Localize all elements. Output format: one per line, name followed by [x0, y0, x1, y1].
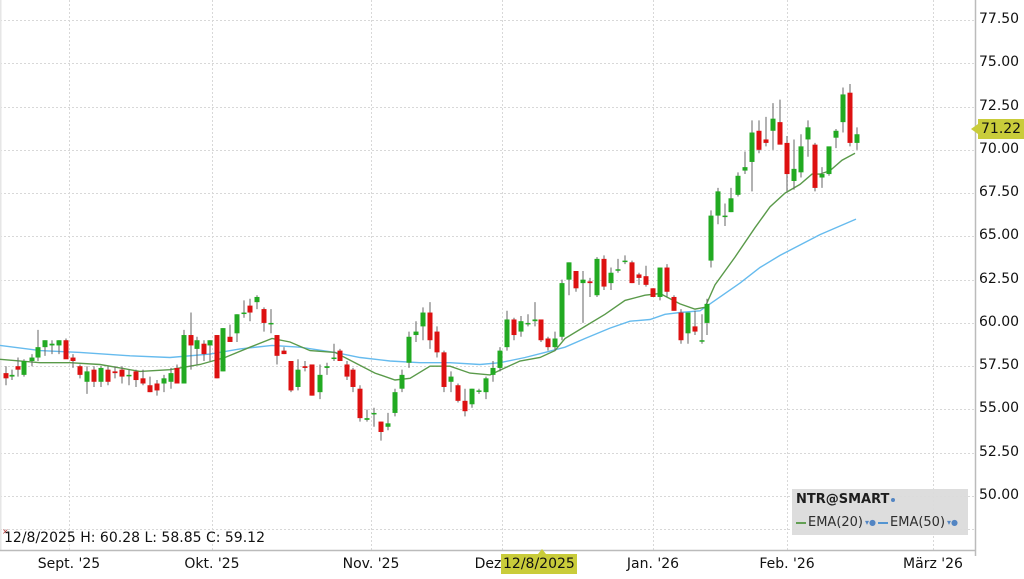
y-tick-label: 65.00 — [979, 227, 1020, 244]
dropdown-icon[interactable]: ▾● — [947, 518, 959, 527]
legend-box[interactable]: NTR@SMART EMA(20) ▾● EMA(50) ▾● — [792, 489, 968, 535]
crosshair-date-tag: 12/8/2025 — [501, 549, 577, 574]
legend-ema50[interactable]: EMA(50) — [890, 515, 946, 530]
legend-items: EMA(20) ▾● EMA(50) ▾● — [796, 515, 960, 530]
ema50-swatch — [878, 521, 889, 524]
ema20-line — [0, 152, 856, 381]
ohlc-readout: 12/8/2025 H: 60.28 L: 58.85 C: 59.12 — [4, 530, 265, 546]
y-tick-label: 52.50 — [979, 443, 1020, 460]
legend-title: NTR@SMART — [796, 492, 896, 507]
gridlines — [0, 0, 975, 550]
x-tick-label: Dez — [474, 556, 502, 572]
close-info-icon[interactable]: × — [2, 527, 9, 536]
settings-dot-icon[interactable] — [891, 497, 896, 502]
y-tick-label: 67.50 — [979, 184, 1020, 201]
y-tick-label: 70.00 — [979, 140, 1020, 157]
last-price-tag: 71.22 — [970, 119, 1024, 139]
x-tick-label: März '26 — [903, 556, 963, 572]
y-tick-label: 55.00 — [979, 400, 1020, 417]
x-tick-label: Jan. '26 — [626, 556, 680, 572]
x-tick-label: Sept. '25 — [37, 556, 101, 572]
y-tick-label: 57.50 — [979, 357, 1020, 374]
axes — [0, 0, 977, 556]
y-tick-label: 50.00 — [979, 487, 1020, 504]
x-tick-label: Nov. '25 — [342, 556, 400, 572]
y-tick-label: 77.50 — [979, 11, 1020, 27]
y-tick-label: 62.50 — [979, 270, 1020, 287]
x-tick-label: Okt. '25 — [184, 556, 240, 572]
ema20-swatch — [796, 521, 806, 524]
legend-ema20[interactable]: EMA(20) — [808, 515, 864, 530]
legend-symbol: NTR@SMART — [796, 492, 890, 507]
y-tick-label: 72.50 — [979, 97, 1020, 114]
y-tick-label: 60.00 — [979, 313, 1020, 330]
ema50-line — [0, 218, 857, 366]
candlesticks — [3, 84, 860, 441]
x-tick-label: Feb. '26 — [759, 556, 815, 572]
dropdown-icon[interactable]: ▾● — [865, 518, 877, 527]
y-tick-label: 75.00 — [979, 54, 1020, 71]
